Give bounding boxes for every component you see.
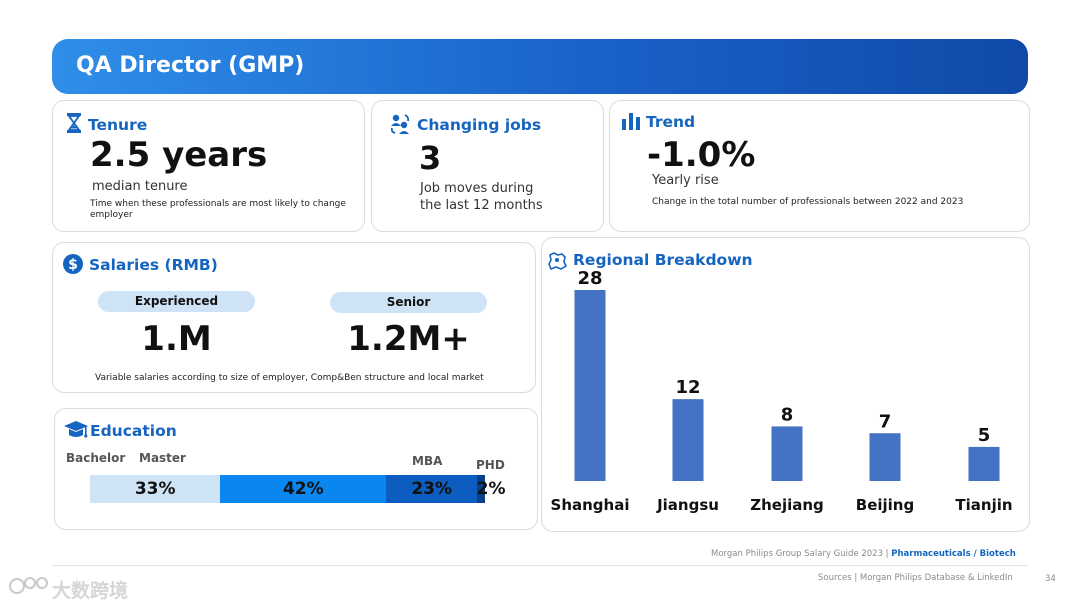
edu-segment-master — [220, 475, 387, 503]
trend-note: Change in the total number of profession… — [652, 197, 964, 207]
footer-guide: Morgan Philips Group Salary Guide 2023 |… — [711, 549, 1016, 559]
regional-title: Regional Breakdown — [573, 251, 753, 269]
salaries-note: Variable salaries according to size of e… — [95, 373, 484, 383]
footer-divider — [52, 565, 1028, 566]
changing-jobs-line2: the last 12 months — [420, 198, 543, 213]
hourglass-icon — [67, 113, 81, 133]
salaries-title: Salaries (RMB) — [89, 256, 218, 274]
edu-value-master: 42% — [282, 479, 324, 499]
bar-zhejiang — [771, 426, 803, 481]
graduation-cap-icon — [64, 421, 88, 438]
trend-card: Trend -1.0% Yearly rise Change in the to… — [609, 100, 1030, 232]
edu-label-mba: MBA — [412, 454, 443, 468]
bar-tianjin — [968, 446, 1000, 481]
bar-beijing — [869, 433, 901, 481]
footer-sources: Sources | Morgan Philips Database & Link… — [818, 573, 1013, 583]
edu-value-mba: 23% — [411, 479, 453, 499]
edu-segment-phd — [477, 475, 485, 503]
category-label: Shanghai — [551, 496, 630, 514]
tenure-value: 2.5 years — [90, 135, 268, 175]
bar-shanghai — [574, 290, 606, 481]
changing-jobs-value: 3 — [419, 139, 442, 177]
watermark-text: 大数跨境 — [52, 580, 129, 602]
tenure-subtitle: median tenure — [92, 179, 188, 194]
trend-value: -1.0% — [647, 135, 756, 175]
edu-value-bachelor: 33% — [134, 479, 176, 499]
dollar-icon: $ — [63, 254, 83, 274]
edu-value-phd: 2% — [476, 479, 506, 499]
tenure-card: Tenure 2.5 years median tenure Time when… — [52, 100, 365, 232]
bar-jiangsu — [672, 399, 704, 481]
people-exchange-icon — [390, 114, 410, 134]
experienced-salary: 1.M — [141, 319, 212, 359]
category-label: Jiangsu — [656, 496, 719, 514]
map-region-icon — [548, 252, 567, 271]
changing-jobs-title: Changing jobs — [417, 116, 542, 134]
trend-title: Trend — [646, 113, 696, 131]
senior-salary: 1.2M+ — [347, 319, 470, 359]
svg-text:$: $ — [68, 257, 78, 273]
trend-subtitle: Yearly rise — [652, 173, 719, 188]
tenure-note: Time when these professionals are most l… — [90, 199, 346, 220]
bar-value-label: 5 — [978, 425, 991, 446]
edu-label-phd: PHD — [476, 458, 505, 472]
tenure-title: Tenure — [88, 116, 148, 134]
changing-jobs-line1: Job moves during — [420, 181, 534, 196]
changing-jobs-card: Changing jobs 3 Job moves during the las… — [371, 100, 604, 232]
bar-value-label: 28 — [577, 268, 602, 289]
education-title: Education — [90, 422, 177, 440]
salaries-card: $ Salaries (RMB) Experienced Senior 1.M … — [52, 242, 536, 393]
category-label: Beijing — [856, 496, 914, 514]
edu-label-master: Master — [139, 451, 186, 465]
bar-value-label: 8 — [781, 404, 794, 425]
education-card: Education — [54, 408, 538, 530]
edu-label-bachelor: Bachelor — [66, 451, 126, 465]
regional-card: Regional Breakdown 28 Shanghai 12 Jiangsu 8 Z… — [541, 237, 1030, 532]
regional-bar-chart: 28 Shanghai 12 Jiangsu 8 Zhejiang 7 Beijing 5 Tia… — [551, 268, 1013, 514]
page-title: QA Director (GMP) — [76, 53, 305, 78]
edu-segment-bachelor — [90, 475, 221, 503]
bar-value-label: 7 — [879, 411, 892, 432]
senior-pill: Senior — [330, 292, 487, 313]
watermark-logo-icon — [9, 577, 48, 594]
category-label: Tianjin — [955, 496, 1012, 514]
category-label: Zhejiang — [750, 496, 824, 514]
edu-segment-mba — [386, 475, 478, 503]
bar-chart-icon — [622, 113, 640, 130]
experienced-pill: Experienced — [98, 291, 255, 312]
page-number: 34 — [1045, 574, 1056, 584]
footer-guide-text: Morgan Philips Group Salary Guide 2023 | — [711, 549, 892, 559]
footer-sector: Pharmaceuticals / Biotech — [891, 549, 1016, 559]
bar-value-label: 12 — [675, 377, 700, 398]
header-banner: QA Director (GMP) — [52, 39, 1028, 94]
